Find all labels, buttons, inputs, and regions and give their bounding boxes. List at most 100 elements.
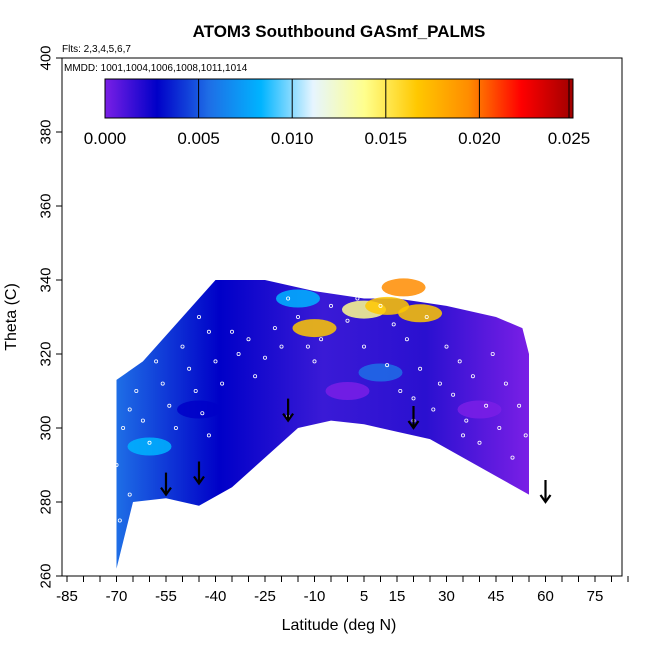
sample-point [503, 381, 508, 386]
heatmap-region [116, 280, 529, 569]
sample-point [107, 481, 112, 486]
sample-point [253, 374, 258, 379]
sample-point [424, 314, 429, 319]
sample-point [114, 462, 119, 467]
x-tick-label: -25 [254, 588, 276, 605]
heatmap-cell [381, 278, 426, 297]
heatmap-field [116, 278, 529, 569]
sample-point [378, 303, 383, 308]
y-tick-label: 400 [38, 45, 55, 70]
heatmap-cell [358, 363, 403, 382]
sample-point [187, 366, 192, 371]
sample-point [236, 351, 241, 356]
sample-point [180, 344, 185, 349]
x-tick-label: -55 [155, 588, 177, 605]
sample-point [361, 344, 366, 349]
sample-point [355, 296, 360, 301]
sample-point [127, 407, 132, 412]
sample-point [523, 433, 528, 438]
y-axis-label: Theta (C) [3, 283, 20, 351]
colorbar-tick-label: 0.015 [365, 129, 408, 148]
sample-point [206, 329, 211, 334]
sample-point [510, 455, 515, 460]
heatmap-cell [177, 400, 221, 419]
sample-point [437, 381, 442, 386]
x-tick-label: -70 [106, 588, 128, 605]
y-tick-label: 340 [38, 267, 55, 292]
sample-point [328, 303, 333, 308]
x-tick-label: -40 [205, 588, 227, 605]
profile-arrow [407, 406, 420, 430]
profile-arrows [160, 398, 552, 504]
sample-point [127, 492, 132, 497]
sample-point [312, 359, 317, 364]
sample-point [272, 326, 277, 331]
profile-arrow [282, 398, 294, 423]
y-tick-label: 320 [38, 341, 55, 366]
sample-point [173, 425, 178, 430]
sample-point [246, 337, 251, 342]
sample-point [94, 425, 99, 430]
chart-title: ATOM3 Southbound GASmf_PALMS [193, 22, 486, 41]
heatmap-cell [365, 296, 410, 315]
heatmap-cell [127, 437, 172, 456]
sample-point [464, 418, 469, 423]
flights-note: Flts: 2,3,4,5,6,7 [62, 44, 131, 55]
sample-point [517, 403, 522, 408]
sample-point [134, 388, 139, 393]
colorbar-gradient [104, 78, 574, 119]
sample-point [305, 344, 310, 349]
sample-point [451, 392, 456, 397]
colorbar: 0.000 0.005 0.010 0.015 0.020 0.025 [84, 78, 590, 148]
plot-frame [61, 57, 623, 577]
sample-point [107, 537, 112, 542]
y-axis: 260 280 300 320 340 360 380 400 [38, 45, 62, 589]
dates-note: MMDD: 1001,1004,1006,1008,1011,1014 [64, 63, 248, 74]
sample-point [160, 381, 165, 386]
x-tick-label: 75 [587, 588, 604, 605]
y-tick-label: 360 [38, 193, 55, 218]
profile-arrow [193, 461, 205, 486]
colorbar-tick-label: 0.005 [177, 129, 220, 148]
sample-point [460, 433, 465, 438]
sample-point [286, 296, 291, 301]
colorbar-tick-label: 0.000 [84, 129, 127, 148]
sample-point [444, 344, 449, 349]
sample-point [431, 407, 436, 412]
sample-point [368, 277, 373, 282]
sample-point [117, 518, 122, 523]
x-tick-label: 15 [389, 588, 406, 605]
sample-point [497, 425, 502, 430]
colorbar-tick-label: 0.010 [271, 129, 314, 148]
y-tick-label: 280 [38, 489, 55, 514]
sample-point [101, 455, 106, 460]
heatmap-cell [457, 400, 502, 419]
sample-point [470, 374, 475, 379]
sample-point [206, 433, 211, 438]
sample-point [167, 403, 172, 408]
sample-point [279, 344, 284, 349]
sample-point [418, 366, 423, 371]
heatmap-cell [398, 304, 443, 323]
y-tick-label: 380 [38, 119, 55, 144]
sample-point [319, 337, 324, 342]
sample-point [404, 337, 409, 342]
sample-point [213, 359, 218, 364]
x-axis-label: Latitude (deg N) [282, 617, 397, 634]
sample-point [391, 322, 396, 327]
sample-point [457, 359, 462, 364]
heatmap-cell [292, 319, 337, 338]
sample-point [262, 355, 267, 360]
x-tick-label: 45 [488, 588, 505, 605]
sample-point [338, 285, 343, 290]
sample-point [295, 314, 300, 319]
sample-point [229, 329, 234, 334]
x-tick-label: 60 [537, 588, 554, 605]
x-tick-label: 30 [438, 588, 455, 605]
sample-point [154, 359, 159, 364]
profile-arrow [539, 480, 552, 504]
sample-point [121, 425, 126, 430]
sample-point [398, 388, 403, 393]
colorbar-tick-label: 0.020 [458, 129, 501, 148]
